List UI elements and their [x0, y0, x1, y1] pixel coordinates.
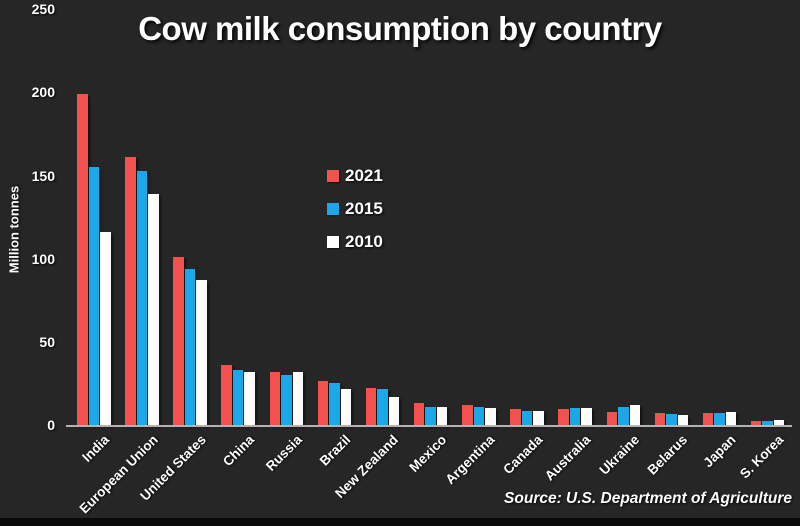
- x-axis-label-japan: Japan: [699, 432, 739, 471]
- bar-2015-china: [232, 370, 244, 425]
- bar-2010-united-states: [196, 280, 207, 425]
- bar-2010-ukraine: [629, 405, 641, 425]
- bar-2015-new-zealand: [377, 389, 388, 425]
- bar-2010-india: [100, 232, 111, 425]
- x-axis-label-belarus: Belarus: [644, 432, 691, 478]
- x-axis-label-mexico: Mexico: [406, 432, 450, 475]
- bar-2021-new-zealand: [365, 388, 377, 425]
- legend-item-2015: 2015: [327, 199, 383, 219]
- x-axis-label-india: India: [79, 432, 113, 465]
- bar-2021-argentina: [462, 405, 473, 425]
- bar-2015-japan: [714, 412, 725, 425]
- bar-2010-mexico: [436, 406, 448, 425]
- bar-2010-belarus: [677, 414, 689, 425]
- x-axis-label-china: China: [219, 432, 257, 470]
- legend-item-2021: 2021: [327, 166, 383, 186]
- bar-2010-japan: [725, 411, 737, 425]
- bar-2010-argentina: [485, 408, 496, 425]
- bar-2010-russia: [292, 371, 304, 425]
- bar-2010-brazil: [340, 389, 352, 425]
- bar-2015-s-korea: [762, 421, 773, 425]
- bar-2021-belarus: [654, 412, 666, 425]
- x-axis-label-s-korea: S. Korea: [736, 432, 787, 482]
- bar-2021-japan: [702, 412, 714, 425]
- bar-2015-australia: [569, 407, 581, 425]
- bar-2021-brazil: [317, 380, 329, 425]
- bar-2015-united-states: [184, 268, 196, 425]
- bar-2021-united-states: [173, 257, 184, 425]
- bar-2021-india: [77, 94, 88, 425]
- bar-2010-s-korea: [773, 420, 785, 425]
- y-tick-label: 250: [31, 1, 55, 18]
- bar-2010-new-zealand: [388, 396, 400, 425]
- bar-2015-brazil: [329, 383, 340, 425]
- y-tick-label: 0: [47, 417, 55, 433]
- bar-2021-russia: [269, 371, 281, 425]
- y-tick-label: 100: [31, 250, 55, 267]
- bar-2015-india: [88, 167, 99, 425]
- legend-swatch-icon: [327, 170, 339, 182]
- bar-2015-mexico: [425, 406, 436, 425]
- legend-item-2010: 2010: [327, 232, 383, 252]
- x-axis-label-ukraine: Ukraine: [596, 432, 642, 478]
- bar-2015-belarus: [666, 413, 677, 425]
- bar-2015-russia: [281, 375, 292, 425]
- bar-2015-argentina: [473, 406, 485, 425]
- legend-label: 2015: [345, 199, 383, 218]
- bar-2015-canada: [521, 410, 533, 425]
- bar-2015-ukraine: [618, 406, 629, 425]
- x-axis-label-brazil: Brazil: [316, 432, 354, 469]
- bar-2010-canada: [533, 411, 544, 425]
- chart-title: Cow milk consumption by country: [138, 10, 662, 47]
- bar-2021-mexico: [413, 403, 425, 425]
- x-axis-label-russia: Russia: [263, 432, 305, 474]
- x-axis-line: [66, 425, 792, 427]
- bar-2010-australia: [581, 408, 592, 425]
- bar-2021-s-korea: [750, 421, 762, 425]
- y-tick-label: 50: [39, 333, 55, 350]
- y-tick-label: 200: [31, 84, 55, 101]
- window-bottom-edge: [0, 518, 800, 526]
- x-axis-label-canada: Canada: [500, 432, 546, 478]
- bar-2021-european-union: [125, 157, 136, 425]
- legend: 2021 2015 2010: [327, 166, 383, 265]
- legend-swatch-icon: [327, 203, 339, 215]
- legend-label: 2021: [345, 166, 383, 185]
- source-credit: Source: U.S. Department of Agriculture: [504, 490, 792, 507]
- x-axis-label-argentina: Argentina: [442, 432, 498, 488]
- y-tick-label: 150: [31, 167, 55, 184]
- bar-2010-european-union: [148, 193, 159, 425]
- bar-2021-australia: [558, 409, 569, 425]
- bar-2010-china: [244, 371, 255, 425]
- bar-2021-china: [221, 365, 232, 425]
- bar-2021-ukraine: [606, 411, 618, 425]
- bar-2021-canada: [510, 409, 521, 425]
- x-axis-label-australia: Australia: [542, 432, 594, 484]
- y-axis-title: Million tonnes: [6, 185, 22, 274]
- legend-label: 2010: [345, 232, 383, 251]
- bar-2015-european-union: [136, 170, 148, 425]
- legend-swatch-icon: [327, 236, 339, 248]
